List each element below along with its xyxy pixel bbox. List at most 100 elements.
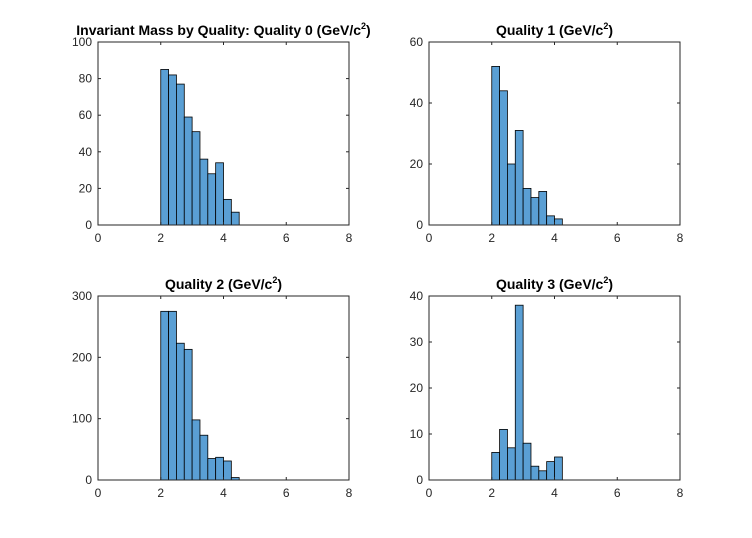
x-tick-label: 0 [426, 231, 433, 245]
histogram-bar [183, 116, 193, 226]
x-tick-label: 0 [95, 231, 102, 245]
histogram-bar [538, 470, 548, 481]
y-tick-label: 80 [79, 72, 93, 86]
histogram-bar [223, 460, 232, 481]
histogram-bar [491, 66, 500, 226]
histogram-bar [514, 130, 524, 226]
histogram-bar [507, 163, 516, 226]
y-tick-label: 30 [410, 335, 424, 349]
histogram-bar [207, 458, 217, 481]
y-tick-label: 10 [410, 427, 424, 441]
histogram-bar [183, 348, 193, 481]
histogram-bar [538, 191, 548, 226]
y-tick-label: 60 [410, 35, 424, 49]
histogram-bar [199, 158, 209, 226]
y-tick-label: 100 [72, 412, 92, 426]
x-tick-label: 0 [426, 486, 433, 500]
y-tick-label: 0 [85, 473, 92, 487]
x-tick-label: 2 [488, 486, 495, 500]
histogram-bar [546, 215, 555, 226]
histogram-bar [176, 342, 185, 481]
axes-box [428, 295, 681, 481]
title-main: Quality 3 (GeV/c [496, 276, 604, 292]
x-tick-label: 8 [346, 231, 353, 245]
histogram-bar [191, 419, 201, 481]
histogram-bar [191, 131, 201, 226]
histogram-bar [499, 428, 508, 481]
histogram-bar [168, 74, 177, 226]
x-tick-label: 6 [283, 231, 290, 245]
histogram-bar [230, 211, 240, 226]
histogram-bar [554, 456, 563, 481]
histogram-bar [223, 198, 232, 226]
y-tick-label: 300 [72, 289, 92, 303]
axes-box [97, 295, 350, 481]
title-suffix: ) [277, 276, 282, 292]
x-tick-label: 6 [614, 486, 621, 500]
title-main: Quality 1 (GeV/c [496, 22, 604, 38]
title-superscript: 2 [603, 275, 608, 285]
histogram-bar [522, 442, 532, 481]
y-tick-label: 40 [410, 289, 424, 303]
y-tick-label: 20 [410, 381, 424, 395]
title-superscript: 2 [361, 21, 366, 31]
histogram-bar [168, 310, 177, 481]
histogram-bar [176, 83, 185, 226]
histogram-bar [530, 465, 540, 481]
y-tick-label: 60 [79, 108, 93, 122]
axes-box [428, 41, 681, 226]
histogram-bar [499, 90, 508, 226]
title-superscript: 2 [603, 21, 608, 31]
x-tick-label: 4 [220, 486, 227, 500]
y-tick-label: 40 [79, 145, 93, 159]
histogram-bar [530, 197, 540, 226]
y-tick-label: 0 [85, 218, 92, 232]
subplot-title: Quality 2 (GeV/c2) [165, 275, 282, 292]
x-tick-label: 8 [677, 231, 684, 245]
x-tick-label: 2 [157, 486, 164, 500]
x-tick-label: 6 [283, 486, 290, 500]
histogram-bar [514, 304, 524, 481]
title-main: Invariant Mass by Quality: Quality 0 (Ge… [76, 22, 361, 38]
x-tick-label: 4 [551, 486, 558, 500]
x-tick-label: 2 [157, 231, 164, 245]
histogram-bar [554, 218, 563, 226]
title-main: Quality 2 (GeV/c [165, 276, 273, 292]
histogram-bar [160, 310, 169, 481]
title-superscript: 2 [272, 275, 277, 285]
subplot-title: Invariant Mass by Quality: Quality 0 (Ge… [76, 21, 370, 38]
x-tick-label: 8 [677, 486, 684, 500]
histogram-bar [491, 451, 500, 481]
y-tick-label: 0 [416, 218, 423, 232]
x-tick-label: 8 [346, 486, 353, 500]
histogram-bar [199, 434, 209, 481]
histogram-bar [160, 69, 169, 226]
y-tick-label: 100 [72, 35, 92, 49]
x-tick-label: 2 [488, 231, 495, 245]
title-suffix: ) [366, 22, 371, 38]
y-tick-label: 200 [72, 350, 92, 364]
y-tick-label: 20 [410, 157, 424, 171]
x-tick-label: 0 [95, 486, 102, 500]
subplot-title: Quality 3 (GeV/c2) [496, 275, 613, 292]
histogram-bar [546, 461, 555, 481]
y-tick-label: 0 [416, 473, 423, 487]
histogram-bar [507, 447, 516, 481]
x-tick-label: 4 [220, 231, 227, 245]
histogram-bar [207, 173, 217, 226]
histogram-bar [215, 162, 224, 226]
y-tick-label: 40 [410, 96, 424, 110]
title-suffix: ) [608, 276, 613, 292]
x-tick-label: 4 [551, 231, 558, 245]
subplot-title: Quality 1 (GeV/c2) [496, 21, 613, 38]
histogram-bar [522, 187, 532, 226]
y-tick-label: 20 [79, 181, 93, 195]
histogram-bar [215, 456, 224, 481]
title-suffix: ) [608, 22, 613, 38]
x-tick-label: 6 [614, 231, 621, 245]
